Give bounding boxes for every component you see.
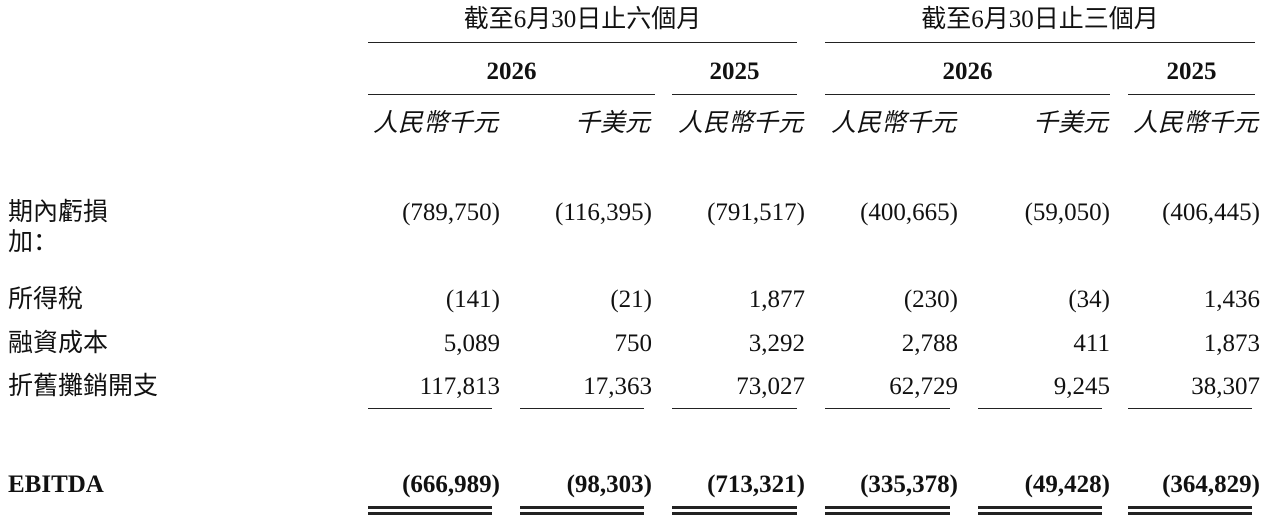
cell-value: 73,027 xyxy=(736,373,805,400)
header-rule xyxy=(825,94,1110,95)
cell-value: 117,813 xyxy=(419,373,500,400)
unit-header: 人民幣千元 xyxy=(1132,110,1258,137)
cell-value: 750 xyxy=(614,330,653,357)
header-rule xyxy=(368,42,797,43)
row-label: EBITDA xyxy=(8,471,104,498)
row-label: 加： xyxy=(8,229,59,256)
cell-value: (335,378) xyxy=(860,471,958,498)
subtotal-rule xyxy=(368,408,492,409)
cell-value: 2,788 xyxy=(901,330,958,357)
cell-value: 17,363 xyxy=(583,373,652,400)
cell-value: 1,877 xyxy=(748,286,805,313)
total-rule xyxy=(825,506,950,509)
cell-value: (789,750) xyxy=(402,199,500,226)
unit-header: 千美元 xyxy=(1032,110,1108,137)
cell-value: (98,303) xyxy=(566,471,652,498)
unit-header: 人民幣千元 xyxy=(372,110,498,137)
unit-header: 千美元 xyxy=(574,110,650,137)
row-label: 期內虧損 xyxy=(8,199,109,226)
cell-value: (400,665) xyxy=(860,199,958,226)
subtotal-rule xyxy=(1128,408,1252,409)
cell-value: (666,989) xyxy=(402,471,500,498)
cell-value: 38,307 xyxy=(1191,373,1260,400)
row-label: 折舊攤銷開支 xyxy=(8,373,159,400)
cell-value: (21) xyxy=(610,286,652,313)
total-rule xyxy=(1128,506,1252,509)
header-rule xyxy=(825,42,1255,43)
header-rule xyxy=(1128,94,1255,95)
year-header: 2025 xyxy=(709,58,760,85)
cell-value: (406,445) xyxy=(1162,199,1260,226)
cell-value: (791,517) xyxy=(707,199,805,226)
year-header: 2026 xyxy=(942,58,993,85)
cell-value: (364,829) xyxy=(1162,471,1260,498)
total-rule xyxy=(672,506,797,509)
total-rule xyxy=(520,512,644,515)
total-rule xyxy=(825,512,950,515)
cell-value: (34) xyxy=(1068,286,1110,313)
subtotal-rule xyxy=(825,408,950,409)
year-header: 2025 xyxy=(1166,58,1217,85)
unit-header: 人民幣千元 xyxy=(677,110,803,137)
cell-value: 411 xyxy=(1073,330,1110,357)
header-rule xyxy=(368,94,655,95)
row-label: 所得稅 xyxy=(8,286,84,313)
cell-value: (59,050) xyxy=(1024,199,1110,226)
total-rule xyxy=(978,506,1102,509)
cell-value: 5,089 xyxy=(443,330,500,357)
subtotal-rule xyxy=(672,408,797,409)
cell-value: (49,428) xyxy=(1024,471,1110,498)
year-header: 2026 xyxy=(486,58,537,85)
cell-value: (116,395) xyxy=(555,199,652,226)
total-rule xyxy=(672,512,797,515)
total-rule xyxy=(368,512,492,515)
subtotal-rule xyxy=(520,408,644,409)
unit-header: 人民幣千元 xyxy=(830,110,956,137)
cell-value: 9,245 xyxy=(1053,373,1110,400)
period-header: 截至6月30日止三個月 xyxy=(921,6,1159,33)
cell-value: (713,321) xyxy=(707,471,805,498)
cell-value: (230) xyxy=(903,286,958,313)
total-rule xyxy=(1128,512,1252,515)
total-rule xyxy=(978,512,1102,515)
total-rule xyxy=(368,506,492,509)
subtotal-rule xyxy=(978,408,1102,409)
cell-value: 1,436 xyxy=(1203,286,1260,313)
period-header: 截至6月30日止六個月 xyxy=(463,6,702,33)
cell-value: 62,729 xyxy=(889,373,958,400)
cell-value: 1,873 xyxy=(1203,330,1260,357)
total-rule xyxy=(520,506,644,509)
header-rule xyxy=(672,94,797,95)
row-label: 融資成本 xyxy=(8,330,109,357)
cell-value: 3,292 xyxy=(748,330,805,357)
cell-value: (141) xyxy=(445,286,500,313)
